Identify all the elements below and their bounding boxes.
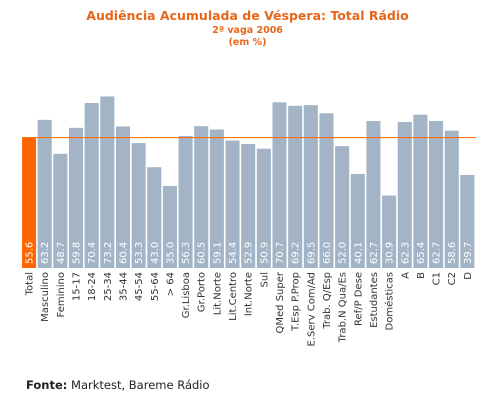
- category-label-feminino: Feminino: [56, 272, 67, 317]
- chart-unit: (em %): [228, 37, 267, 48]
- category-label-35-44: 35-44: [118, 272, 129, 301]
- value-label-15-17: 59.8: [71, 242, 82, 264]
- value-label-45-54: 53.3: [134, 242, 145, 264]
- value-label-a: 62.3: [400, 242, 411, 264]
- category-label-total: Total: [25, 272, 36, 296]
- value-label-estudantes: 62.7: [369, 242, 380, 264]
- value-label-gr-porto: 60.5: [197, 242, 208, 264]
- bar-c1: [429, 121, 444, 268]
- value-label-t-esp-p-prop: 69.2: [291, 242, 302, 264]
- category-label-b: B: [416, 272, 427, 279]
- bar-t-esp-p-prop: [288, 105, 303, 268]
- bar-gr-porto: [194, 126, 209, 268]
- source-label: Fonte:: [26, 378, 68, 392]
- bar-ref-p-dese: [350, 174, 365, 268]
- bar-estudantes: [366, 121, 381, 268]
- value-labels-group: 55.6 63.2 48.7 59.8 70.4 73.2 60.4 53.3 43.0 35.0…: [25, 242, 474, 264]
- bar-55-64: [147, 167, 162, 268]
- value-label-lit-centro: 54.4: [228, 242, 239, 264]
- bar-lit-norte: [209, 129, 224, 268]
- bar-gr-lisboa: [178, 136, 193, 268]
- value-label-18-24: 70.4: [87, 242, 98, 264]
- bar-int-norte: [241, 144, 256, 268]
- value-label-dom-sticas: 30.9: [385, 242, 396, 264]
- value-label-gr-lisboa: 56.3: [181, 242, 192, 264]
- bar-c2: [444, 130, 459, 268]
- category-label-sul: Sul: [259, 272, 270, 287]
- value-label-total: 55.6: [25, 242, 36, 264]
- value-label-b: 65.4: [416, 242, 427, 264]
- bar-masculino: [37, 119, 52, 268]
- bar-64: [162, 185, 177, 268]
- value-label-25-34: 73.2: [103, 242, 114, 264]
- bar-lit-centro: [225, 140, 240, 268]
- bar-18-24: [84, 102, 99, 269]
- source-note: Fonte: Marktest, Bareme Rádio: [26, 378, 210, 392]
- category-label-64: > 64: [165, 272, 176, 296]
- category-label-c1: C1: [432, 272, 443, 285]
- category-label-45-54: 45-54: [134, 272, 145, 301]
- bar-a: [397, 121, 412, 268]
- value-label-35-44: 60.4: [118, 242, 129, 264]
- value-label-55-64: 43.0: [150, 242, 161, 264]
- category-label-lit-centro: Lit.Centro: [228, 272, 239, 321]
- bar-e-serv-com-ad: [303, 105, 318, 268]
- bar-feminino: [53, 153, 68, 268]
- category-label-ref-p-dese: Ref/P Dese: [353, 272, 364, 326]
- value-label-trab-q-esp: 66.0: [322, 242, 333, 264]
- category-label-15-17: 15-17: [71, 272, 82, 301]
- chart-title: Audiência Acumulada de Véspera: Total Rá…: [86, 8, 409, 23]
- value-label-trab-n-qua-es: 52.0: [338, 242, 349, 264]
- value-label-c1: 62.7: [432, 242, 443, 264]
- bar-trab-n-qua-es: [335, 146, 350, 268]
- bar-15-17: [68, 127, 84, 268]
- bar-b: [413, 114, 428, 269]
- bar-sul: [256, 148, 271, 268]
- bar-dom-sticas: [382, 195, 397, 268]
- bar-qmed-super: [272, 102, 287, 268]
- value-label-int-norte: 52.9: [244, 242, 255, 264]
- category-label-trab-n-qua-es: Trab.N Qua/Es: [338, 272, 349, 343]
- value-label-masculino: 63.2: [40, 242, 51, 264]
- category-label-masculino: Masculino: [40, 272, 51, 322]
- category-label-dom-sticas: Domésticas: [384, 272, 396, 330]
- value-label-qmed-super: 70.7: [275, 242, 286, 264]
- bar-d: [460, 174, 475, 268]
- value-label-d: 39.7: [463, 242, 474, 264]
- bar-trab-q-esp: [319, 113, 334, 268]
- category-label-lit-norte: Lit.Norte: [212, 272, 223, 315]
- chart-subtitle: 2ª vaga 2006: [212, 25, 283, 36]
- category-label-e-serv-com-ad: E.Serv Com/Ad: [306, 272, 317, 346]
- value-label-e-serv-com-ad: 69.5: [306, 242, 317, 264]
- category-label-gr-porto: Gr.Porto: [197, 272, 208, 312]
- source-text: Marktest, Bareme Rádio: [71, 378, 210, 392]
- category-label-25-34: 25-34: [103, 272, 114, 301]
- value-label-c2: 58.6: [447, 242, 458, 264]
- value-label-64: 35.0: [165, 242, 176, 264]
- bar-total: [22, 137, 37, 268]
- value-label-feminino: 48.7: [56, 242, 67, 264]
- bar-25-34: [100, 96, 115, 268]
- value-label-lit-norte: 59.1: [212, 242, 223, 264]
- category-label-t-esp-p-prop: T.Esp P.Prop: [291, 272, 302, 332]
- category-label-gr-lisboa: Gr.Lisboa: [181, 272, 192, 318]
- category-label-qmed-super: QMed Super: [275, 271, 286, 333]
- category-label-int-norte: Int.Norte: [244, 272, 255, 316]
- category-label-18-24: 18-24: [87, 272, 98, 301]
- category-label-a: A: [400, 272, 411, 279]
- value-label-sul: 50.9: [259, 242, 270, 264]
- category-label-55-64: 55-64: [150, 272, 161, 301]
- category-label-d: D: [463, 272, 474, 280]
- category-label-c2: C2: [447, 272, 458, 285]
- category-labels-group: Total Masculino Feminino 15-17 18-24 25-34 35-…: [25, 271, 474, 346]
- bar-35-44: [115, 126, 130, 269]
- bars-group: [22, 96, 476, 269]
- category-label-trab-q-esp: Trab. Q/Esp: [322, 272, 333, 330]
- value-label-ref-p-dese: 40.1: [353, 242, 364, 264]
- bar-45-54: [131, 143, 146, 268]
- category-label-estudantes: Estudantes: [369, 272, 380, 328]
